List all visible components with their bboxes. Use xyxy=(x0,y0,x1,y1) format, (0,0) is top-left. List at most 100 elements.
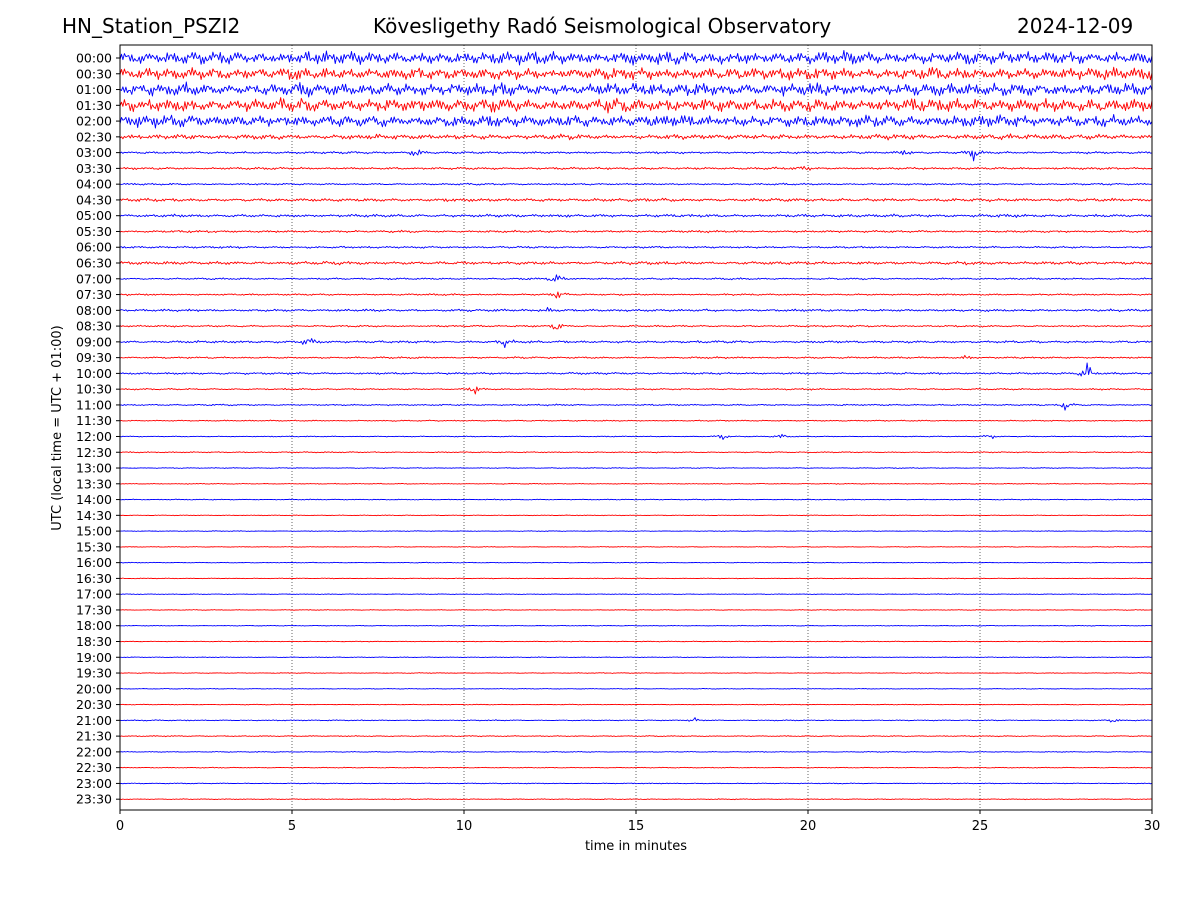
seismic-trace xyxy=(119,609,1153,611)
x-tick-label: 5 xyxy=(288,819,296,834)
seismic-trace xyxy=(119,229,1153,234)
row-time-label: 15:00 xyxy=(76,524,112,539)
row-time-label: 13:00 xyxy=(76,461,112,476)
seismic-trace xyxy=(119,324,1153,330)
row-time-label: 10:00 xyxy=(76,366,112,381)
row-time-label: 16:30 xyxy=(76,571,112,586)
row-time-label: 00:30 xyxy=(76,66,112,81)
row-time-label: 12:30 xyxy=(76,445,112,460)
x-axis-label: time in minutes xyxy=(585,839,687,854)
row-time-label: 06:00 xyxy=(76,240,112,255)
seismic-trace xyxy=(119,260,1153,266)
seismic-trace xyxy=(119,624,1153,627)
seismic-trace xyxy=(119,114,1153,129)
seismic-trace xyxy=(119,766,1153,769)
row-time-label: 08:30 xyxy=(76,319,112,334)
row-time-label: 09:00 xyxy=(76,334,112,349)
seismic-trace xyxy=(119,306,1153,313)
x-tick-label: 25 xyxy=(972,819,989,834)
seismic-trace xyxy=(119,291,1153,299)
row-time-label: 19:00 xyxy=(76,650,112,665)
row-time-label: 13:30 xyxy=(76,476,112,491)
row-time-label: 10:30 xyxy=(76,382,112,397)
seismic-trace xyxy=(119,165,1153,171)
row-time-label: 21:30 xyxy=(76,729,112,744)
seismic-trace xyxy=(119,403,1153,411)
seismic-trace xyxy=(119,433,1153,440)
seismic-trace xyxy=(119,717,1153,723)
seismic-trace xyxy=(119,593,1153,596)
row-time-label: 21:00 xyxy=(76,713,112,728)
row-time-label: 14:00 xyxy=(76,492,112,507)
row-time-label: 02:00 xyxy=(76,114,112,129)
seismic-trace xyxy=(119,97,1153,114)
row-time-label: 07:30 xyxy=(76,287,112,302)
row-time-label: 01:00 xyxy=(76,82,112,97)
row-time-label: 23:00 xyxy=(76,776,112,791)
row-time-label: 18:30 xyxy=(76,634,112,649)
seismic-trace xyxy=(119,386,1153,395)
row-time-label: 08:00 xyxy=(76,303,112,318)
seismic-trace xyxy=(119,498,1153,501)
seismic-trace xyxy=(119,672,1153,674)
row-time-label: 04:00 xyxy=(76,177,112,192)
row-time-label: 17:30 xyxy=(76,602,112,617)
seismic-trace xyxy=(119,482,1153,485)
seismic-trace xyxy=(119,362,1153,377)
row-time-label: 16:00 xyxy=(76,555,112,570)
seismic-trace xyxy=(119,687,1153,690)
seismic-trace xyxy=(120,545,1153,548)
x-tick-label: 10 xyxy=(456,819,473,834)
seismic-trace xyxy=(119,514,1153,517)
row-time-label: 05:30 xyxy=(76,224,112,239)
seismic-trace xyxy=(119,750,1153,753)
x-tick-label: 30 xyxy=(1144,819,1161,834)
row-time-label: 17:00 xyxy=(76,587,112,602)
seismic-trace xyxy=(119,640,1153,643)
row-time-label: 19:30 xyxy=(76,666,112,681)
chart-title: Kövesligethy Radó Seismological Observat… xyxy=(373,14,832,38)
seismic-trace xyxy=(119,182,1153,186)
row-time-label: 05:00 xyxy=(76,208,112,223)
x-tick-label: 0 xyxy=(116,819,124,834)
seismic-trace xyxy=(120,530,1153,532)
seismic-trace xyxy=(119,782,1153,785)
seismic-trace xyxy=(119,213,1153,218)
row-time-label: 02:30 xyxy=(76,129,112,144)
row-time-label: 11:00 xyxy=(76,397,112,412)
seismic-trace xyxy=(119,50,1153,66)
seismic-trace xyxy=(119,577,1153,580)
seismic-trace xyxy=(119,81,1153,98)
row-time-label: 01:30 xyxy=(76,98,112,113)
seismic-trace xyxy=(119,798,1153,801)
seismic-trace xyxy=(119,133,1153,141)
row-time-label: 20:30 xyxy=(76,697,112,712)
seismic-trace xyxy=(119,149,1153,162)
x-tick-label: 15 xyxy=(628,819,645,834)
seismic-trace xyxy=(119,656,1153,659)
row-time-label: 22:00 xyxy=(76,744,112,759)
seismic-trace xyxy=(119,467,1153,470)
seismic-trace xyxy=(119,338,1152,349)
seismic-trace xyxy=(119,735,1153,738)
row-time-label: 03:00 xyxy=(76,145,112,160)
seismic-trace xyxy=(119,197,1153,203)
seismic-trace xyxy=(119,451,1153,454)
row-time-label: 22:30 xyxy=(76,760,112,775)
row-time-label: 00:00 xyxy=(76,51,112,66)
row-time-label: 04:30 xyxy=(76,192,112,207)
seismic-trace xyxy=(119,245,1153,249)
y-axis-label: UTC (local time = UTC + 01:00) xyxy=(50,325,65,530)
seismic-trace xyxy=(119,66,1153,81)
row-time-label: 15:30 xyxy=(76,539,112,554)
row-time-label: 06:30 xyxy=(76,256,112,271)
station-name: HN_Station_PSZI2 xyxy=(62,14,241,38)
seismic-trace xyxy=(119,354,1152,360)
row-time-label: 12:00 xyxy=(76,429,112,444)
x-tick-label: 20 xyxy=(800,819,817,834)
seismic-trace xyxy=(119,419,1153,422)
row-time-label: 18:00 xyxy=(76,618,112,633)
chart-date: 2024-12-09 xyxy=(1017,14,1134,38)
row-time-label: 03:30 xyxy=(76,161,112,176)
